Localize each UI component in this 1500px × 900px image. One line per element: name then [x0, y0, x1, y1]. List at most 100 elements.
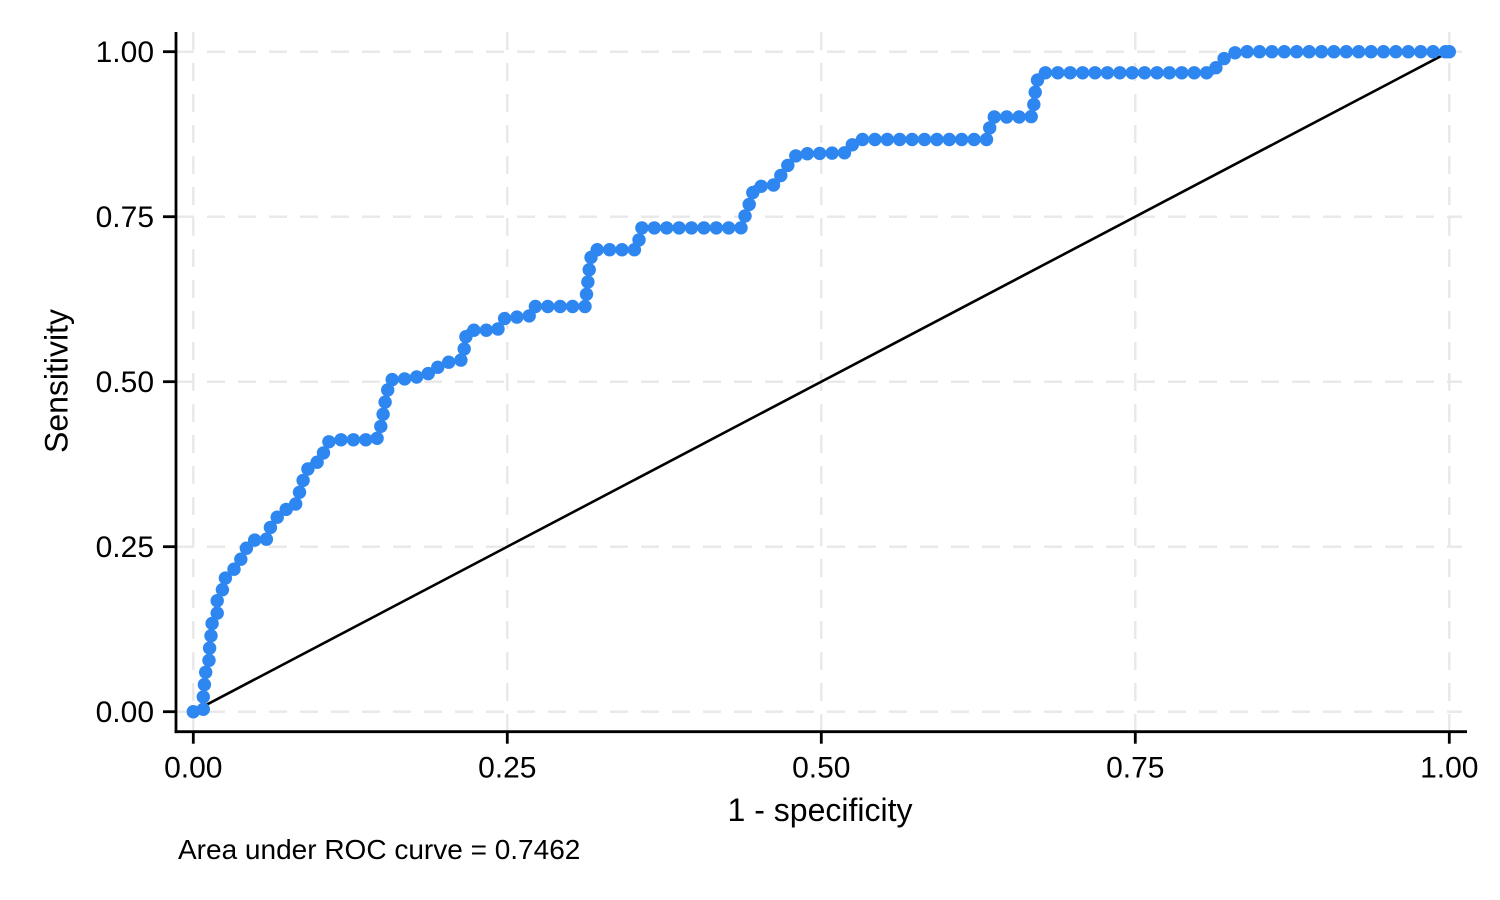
roc-data-point	[199, 665, 213, 679]
roc-data-point	[1265, 45, 1279, 59]
roc-data-point	[602, 243, 617, 257]
roc-data-point	[868, 132, 882, 147]
roc-data-point	[197, 677, 212, 692]
roc-data-point	[1302, 45, 1316, 59]
roc-data-point	[421, 366, 435, 381]
roc-data-point	[1414, 45, 1428, 59]
roc-data-point	[615, 243, 629, 257]
roc-data-point	[1028, 85, 1042, 99]
roc-data-point	[581, 275, 595, 289]
x-tick-label: 0.25	[478, 752, 536, 785]
roc-data-point	[196, 702, 210, 716]
roc-data-point	[442, 355, 456, 369]
roc-data-point	[409, 370, 424, 384]
roc-data-point	[467, 323, 481, 337]
reference-line	[192, 50, 1451, 714]
roc-data-point	[880, 132, 894, 147]
roc-data-point	[754, 179, 768, 193]
roc-data-point	[205, 616, 219, 631]
roc-data-point	[1150, 66, 1164, 80]
roc-data-point	[635, 221, 649, 235]
roc-data-point	[301, 462, 315, 476]
roc-data-point	[684, 221, 699, 235]
x-tick-label: 1.00	[1420, 752, 1478, 785]
roc-data-point	[218, 571, 233, 585]
roc-data-point	[1024, 109, 1038, 124]
roc-data-point	[528, 299, 543, 314]
roc-data-point	[1038, 66, 1053, 80]
roc-data-point	[259, 532, 274, 546]
roc-data-point	[322, 435, 336, 449]
auc-note: Area under ROC curve = 0.7462	[178, 834, 581, 865]
roc-data-point	[1137, 66, 1152, 80]
roc-data-point	[1000, 110, 1014, 124]
roc-data-point	[431, 360, 445, 374]
roc-data-point	[1051, 66, 1065, 80]
roc-data-point	[781, 158, 795, 173]
roc-data-point	[378, 395, 392, 409]
roc-data-point	[1339, 45, 1354, 59]
roc-data-point	[905, 132, 919, 147]
roc-data-point	[813, 146, 827, 161]
roc-data-point	[210, 606, 224, 620]
roc-data-point	[983, 121, 997, 135]
roc-data-point	[1376, 45, 1391, 59]
roc-data-point	[1314, 45, 1329, 59]
roc-data-point	[234, 552, 248, 566]
y-tick-label: 1.00	[96, 36, 154, 69]
y-tick-label: 0.75	[96, 201, 154, 234]
x-tick-label: 0.50	[792, 752, 850, 785]
roc-data-point	[1401, 45, 1416, 59]
roc-data-point	[1252, 45, 1267, 59]
roc-data-point	[210, 594, 224, 608]
diagonal-reference-line	[192, 50, 1451, 714]
roc-data-point	[1228, 46, 1242, 60]
roc-curve-markers	[186, 45, 1457, 719]
roc-data-point	[491, 322, 505, 336]
roc-data-point	[381, 383, 395, 397]
roc-data-point	[734, 221, 748, 235]
roc-data-point	[385, 372, 399, 387]
roc-data-point	[967, 132, 981, 147]
roc-data-point	[479, 323, 493, 337]
roc-data-point	[239, 541, 254, 555]
roc-data-point	[202, 653, 216, 668]
roc-data-point	[204, 629, 218, 643]
roc-data-point	[270, 510, 284, 524]
roc-data-point	[263, 520, 278, 535]
y-tick-label: 0.00	[96, 696, 154, 729]
roc-data-point	[202, 641, 217, 655]
roc-data-point	[1389, 45, 1403, 59]
roc-data-point	[374, 419, 388, 434]
roc-data-point	[590, 243, 604, 257]
roc-data-point	[917, 132, 932, 147]
roc-data-point	[893, 132, 907, 147]
roc-data-point	[722, 221, 736, 235]
roc-data-point	[553, 299, 567, 314]
roc-data-point	[855, 132, 870, 147]
x-tick-label: 0.00	[164, 752, 222, 785]
roc-data-point	[334, 433, 348, 447]
roc-data-point	[672, 221, 686, 235]
roc-data-point	[987, 110, 1001, 124]
roc-data-point	[709, 221, 723, 235]
roc-data-point	[825, 146, 839, 160]
roc-data-point	[1187, 66, 1201, 80]
roc-data-point	[497, 311, 512, 326]
roc-data-point	[1075, 66, 1090, 80]
roc-data-point	[457, 342, 471, 356]
roc-data-point	[800, 147, 814, 161]
roc-data-point	[1426, 45, 1440, 59]
roc-data-point	[930, 132, 944, 147]
roc-data-point	[579, 287, 594, 301]
roc-data-point	[942, 132, 956, 147]
roc-data-point	[845, 138, 859, 152]
roc-data-point	[1442, 45, 1457, 59]
roc-data-point	[1240, 45, 1254, 59]
roc-data-point	[1113, 66, 1127, 80]
roc-data-point	[196, 690, 210, 704]
roc-data-point	[292, 485, 307, 499]
roc-data-point	[1364, 45, 1378, 59]
roc-data-point	[454, 353, 468, 367]
